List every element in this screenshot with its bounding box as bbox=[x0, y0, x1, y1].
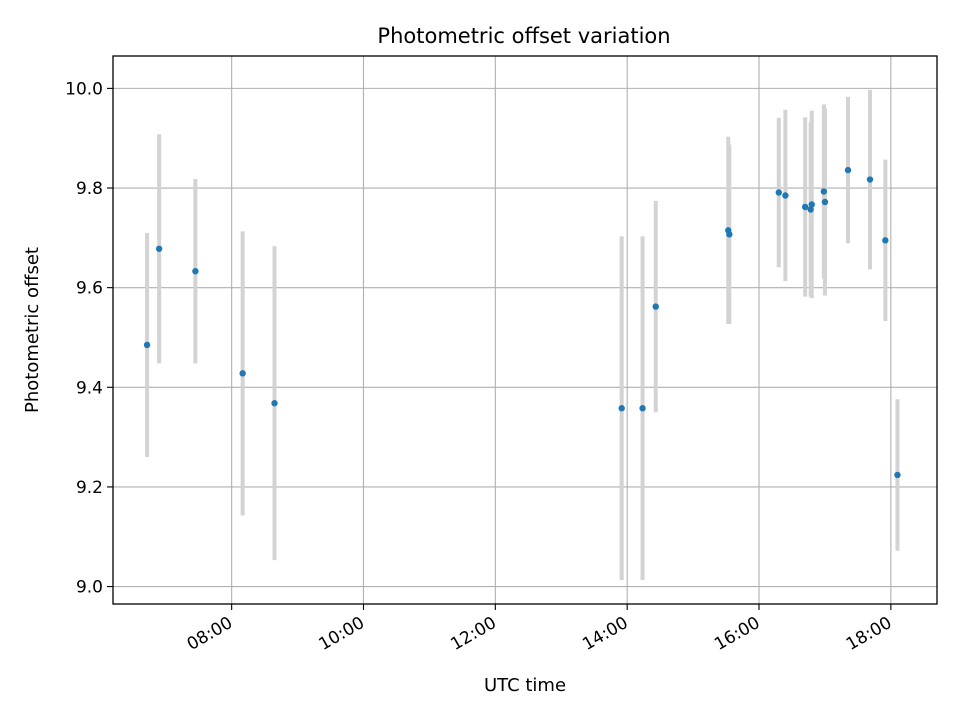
chart-title: Photometric offset variation bbox=[377, 24, 670, 48]
x-tick-label: 16:00 bbox=[711, 613, 763, 655]
x-tick-label: 14:00 bbox=[579, 613, 631, 655]
data-point bbox=[618, 405, 625, 412]
data-point bbox=[820, 188, 828, 195]
x-tick-label: 12:00 bbox=[447, 613, 499, 655]
grid-lines bbox=[113, 56, 937, 604]
y-tick-label: 9.4 bbox=[76, 378, 103, 398]
data-point bbox=[882, 237, 889, 244]
error-bars bbox=[145, 89, 900, 581]
data-point bbox=[726, 231, 733, 238]
data-point bbox=[271, 400, 278, 407]
y-tick-label: 9.2 bbox=[76, 478, 103, 498]
x-tick-label: 18:00 bbox=[843, 613, 895, 655]
x-tick-label: 08:00 bbox=[184, 613, 236, 655]
x-tick-label: 10:00 bbox=[316, 613, 368, 655]
data-point bbox=[639, 405, 646, 412]
data-point bbox=[821, 198, 829, 206]
y-tick-label: 9.8 bbox=[76, 179, 103, 199]
data-point bbox=[782, 192, 789, 199]
data-point bbox=[808, 201, 815, 208]
data-point bbox=[844, 166, 852, 174]
data-point bbox=[807, 206, 814, 213]
data-point bbox=[652, 303, 659, 310]
y-axis-ticks: 9.0 9.2 9.4 9.6 9.8 10.0 bbox=[65, 79, 113, 598]
data-point bbox=[239, 370, 246, 377]
data-point bbox=[143, 341, 151, 349]
x-axis-ticks: 08:00 10:00 12:00 14:00 16:00 18:00 bbox=[184, 604, 895, 655]
data-point bbox=[866, 176, 874, 183]
y-tick-label: 9.6 bbox=[76, 279, 103, 299]
plot-frame bbox=[112, 55, 938, 605]
y-tick-label: 10.0 bbox=[65, 79, 103, 99]
data-point bbox=[801, 203, 809, 211]
y-tick-label: 9.0 bbox=[76, 578, 103, 598]
data-point bbox=[192, 268, 199, 275]
x-axis-label: UTC time bbox=[484, 675, 566, 696]
y-axis-label: Photometric offset bbox=[22, 247, 43, 413]
data-point bbox=[894, 471, 901, 479]
data-point bbox=[775, 189, 782, 196]
data-points bbox=[143, 166, 901, 479]
data-point bbox=[155, 245, 163, 252]
